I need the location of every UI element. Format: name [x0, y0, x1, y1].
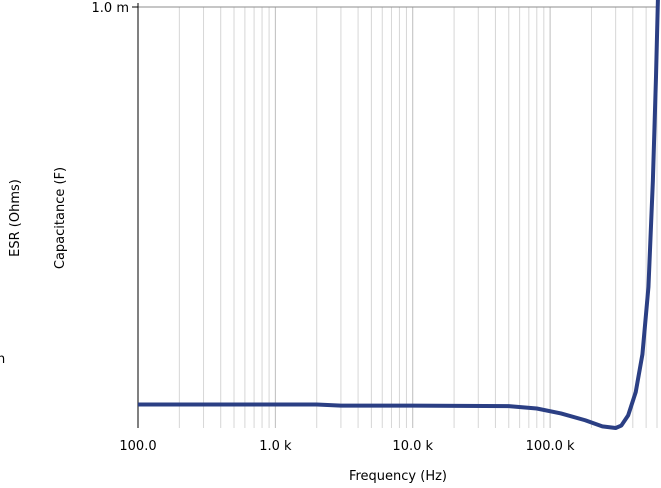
series-layer: [138, 0, 660, 430]
x-tick-label: 10.0 k: [392, 439, 433, 454]
y-axis-label: Capacitance (F): [53, 167, 68, 269]
x-tick-label: 100.0 k: [526, 439, 575, 454]
x-axis-label: Frequency (Hz): [349, 469, 447, 484]
x-tick-label: 100.0: [119, 439, 156, 454]
tick-labels: 100.0 1.0 k 10.0 k 100.0 k 1.0 m: [92, 1, 575, 454]
secondary-tick-fragment: n: [0, 352, 5, 367]
y-tick-label: 1.0 m: [92, 1, 129, 16]
grid-lines: [138, 6, 658, 428]
capacitance-series-line: [138, 0, 660, 430]
x-tick-label: 1.0 k: [259, 439, 292, 454]
secondary-y-axis-label: ESR (Ohms): [8, 179, 23, 257]
